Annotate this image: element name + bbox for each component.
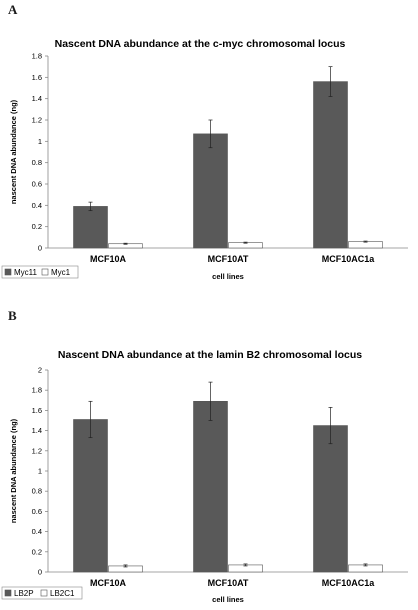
chart-lamin-b2: Nascent DNA abundance at the lamin B2 ch… — [1, 349, 408, 604]
y-tick-label: 2 — [38, 366, 42, 375]
y-tick-label: 0.6 — [32, 507, 42, 516]
panel-label-b: B — [8, 308, 17, 323]
y-tick-label: 1.6 — [32, 73, 42, 82]
legend-swatch — [4, 589, 12, 597]
y-tick-label: 0.8 — [32, 158, 42, 167]
chart-title: Nascent DNA abundance at the lamin B2 ch… — [58, 349, 362, 361]
category-label: MCF10AT — [208, 254, 249, 264]
y-axis-label: nascent DNA abundance (ng) — [9, 418, 18, 523]
legend-swatch — [40, 589, 48, 597]
y-tick-label: 0.4 — [32, 527, 42, 536]
category-label: MCF10AC1a — [322, 254, 376, 264]
bar-myc11 — [313, 81, 348, 249]
panel-label-a: A — [8, 2, 18, 17]
y-tick-label: 1 — [38, 137, 42, 146]
y-tick-label: 1.2 — [32, 446, 42, 455]
category-label: MCF10AC1a — [322, 578, 376, 588]
bar-myc1 — [348, 241, 383, 249]
x-axis-label: cell lines — [212, 272, 244, 281]
legend: LB2P LB2C1 — [1, 586, 83, 600]
category-label: MCF10A — [90, 578, 127, 588]
x-axis-label: cell lines — [212, 595, 244, 604]
y-tick-label: 0 — [38, 244, 42, 253]
y-axis-label: nascent DNA abundance (ng) — [9, 99, 18, 204]
y-tick-label: 1.8 — [32, 386, 42, 395]
y-tick-label: 0.6 — [32, 180, 42, 189]
category-label: MCF10A — [90, 254, 127, 264]
y-tick-label: 0.2 — [32, 222, 42, 231]
legend-label: LB2C1 — [50, 589, 75, 598]
y-tick-label: 0 — [38, 568, 42, 577]
bar-lb2p — [73, 419, 108, 573]
y-tick-label: 1.4 — [32, 426, 42, 435]
legend-swatch — [4, 268, 12, 276]
legend-swatch — [41, 268, 49, 276]
y-tick-label: 0.2 — [32, 547, 42, 556]
y-tick-label: 1 — [38, 467, 42, 476]
y-tick-label: 1.8 — [32, 52, 42, 61]
bar-lb2p — [193, 401, 228, 573]
y-tick-label: 1.4 — [32, 94, 42, 103]
chart-title: Nascent DNA abundance at the c-myc chrom… — [55, 38, 346, 50]
legend-box — [1, 265, 79, 279]
bar-myc11 — [73, 206, 108, 249]
y-tick-label: 1.6 — [32, 406, 42, 415]
y-tick-label: 0.4 — [32, 201, 42, 210]
bar-myc11 — [193, 133, 228, 249]
chart-c-myc: Nascent DNA abundance at the c-myc chrom… — [1, 38, 408, 281]
bar-lb2p — [313, 425, 348, 573]
category-label: MCF10AT — [208, 578, 249, 588]
y-tick-label: 0.8 — [32, 487, 42, 496]
legend-label: Myc11 — [14, 268, 38, 277]
legend: Myc11 Myc1 — [1, 265, 79, 279]
y-tick-label: 1.2 — [32, 116, 42, 125]
legend-label: LB2P — [14, 589, 34, 598]
legend-label: Myc1 — [51, 268, 71, 277]
